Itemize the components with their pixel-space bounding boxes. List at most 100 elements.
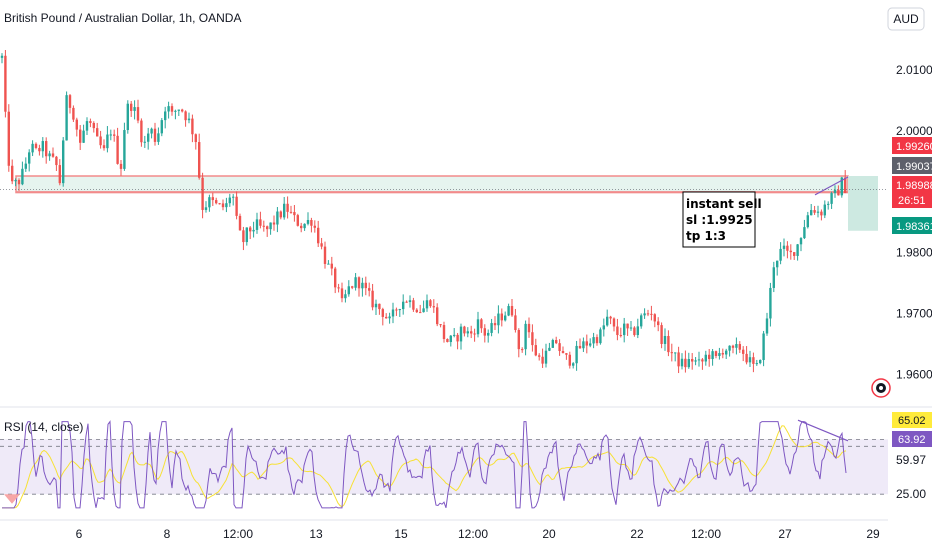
candle-body-95 <box>323 246 327 264</box>
candle-body-64 <box>218 203 221 205</box>
trade-note[interactable]: instant sell sl :1.9925 tp 1:3 <box>682 191 762 248</box>
candle-body-28 <box>96 128 99 137</box>
candle-body-6 <box>21 168 24 185</box>
candle-body-79 <box>269 222 272 230</box>
candle-body-243 <box>827 203 830 205</box>
candle-body-190 <box>646 313 650 315</box>
supply-zone-rectangle <box>15 175 849 194</box>
candle-body-66 <box>225 203 228 208</box>
candle-body-24 <box>82 130 85 143</box>
candle-body-212 <box>721 353 724 355</box>
price-axis[interactable]: 1.96000 1.97000 1.98000 2.00000 2.01000 <box>896 63 932 382</box>
candle-body-156 <box>531 332 534 346</box>
candle-body-217 <box>738 344 741 350</box>
candle-body-179 <box>609 316 612 319</box>
candle-body-39 <box>133 107 136 111</box>
candle-body-92 <box>313 225 316 228</box>
candle-body-187 <box>636 326 639 336</box>
candle-body-111 <box>378 303 381 310</box>
candle-body-101 <box>344 294 347 299</box>
candle-body-1 <box>4 55 7 112</box>
candle-body-120 <box>408 300 412 303</box>
candle-body-215 <box>731 345 735 348</box>
candle-body-29 <box>99 136 102 146</box>
candle-body-165 <box>561 351 565 354</box>
rsi-title: RSI (14, close) <box>4 420 83 434</box>
candle-body-210 <box>714 351 718 356</box>
candle-body-0 <box>0 55 4 58</box>
candle-body-246 <box>837 189 840 196</box>
candle-body-83 <box>283 203 286 218</box>
candle-body-127 <box>432 306 435 308</box>
candle-body-86 <box>293 212 296 216</box>
candle-body-23 <box>79 129 82 143</box>
candle-body-110 <box>374 303 378 308</box>
candle-body-142 <box>483 328 486 336</box>
candle-body-54 <box>184 111 187 121</box>
price-tick-3: 2.00000 <box>896 124 932 138</box>
candle-body-132 <box>449 335 452 343</box>
candle-body-138 <box>470 331 473 334</box>
candle-body-196 <box>667 336 670 353</box>
candle-body-182 <box>619 335 622 337</box>
candle-body-234 <box>796 244 799 256</box>
candle-body-74 <box>252 229 255 232</box>
candle-body-136 <box>463 326 466 334</box>
candle-body-3 <box>11 165 14 182</box>
candle-body-154 <box>524 323 527 350</box>
candle-body-193 <box>657 321 660 326</box>
currency-button-label: AUD <box>893 12 919 26</box>
candle-body-199 <box>677 352 680 367</box>
candle-body-167 <box>568 354 571 366</box>
candle-body-176 <box>599 329 602 344</box>
candle-body-148 <box>504 315 507 321</box>
candle-body-194 <box>660 325 663 344</box>
rsi-divergence-line <box>797 419 849 442</box>
time-tick-0: 6 <box>76 527 83 541</box>
candle-body-12 <box>41 141 44 152</box>
candle-body-85 <box>289 211 293 213</box>
candle-body-16 <box>55 156 58 166</box>
candle-body-97 <box>330 263 333 269</box>
candle-body-43 <box>147 133 150 142</box>
candle-body-140 <box>476 319 480 335</box>
candle-body-55 <box>187 118 191 121</box>
alert-icon[interactable] <box>871 378 891 398</box>
candle-body-78 <box>266 226 269 230</box>
rsi-oversold-fill <box>4 494 20 504</box>
candle-body-171 <box>582 341 585 349</box>
note-line-3: tp 1:3 <box>686 229 726 243</box>
candle-body-221 <box>752 357 755 364</box>
candle-body-222 <box>755 363 758 365</box>
candle-body-107 <box>364 282 367 289</box>
candle-body-11 <box>38 147 41 152</box>
candle-body-220 <box>748 357 752 363</box>
candle-body-99 <box>337 287 340 289</box>
candle-body-161 <box>548 347 551 351</box>
candle-body-50 <box>170 106 174 112</box>
candle-body-20 <box>68 95 72 108</box>
candle-body-56 <box>191 118 194 135</box>
candle-body-27 <box>92 122 95 129</box>
candle-body-153 <box>521 349 524 351</box>
candle-body-35 <box>119 163 123 169</box>
candle-body-119 <box>405 301 408 303</box>
candle-body-4 <box>14 179 17 182</box>
candle-body-45 <box>153 128 157 142</box>
time-axis[interactable]: 6 8 12:00 13 15 12:00 20 22 12:00 27 29 <box>76 527 880 541</box>
candle-body-248 <box>844 177 847 194</box>
candle-body-242 <box>823 204 826 216</box>
candle-body-229 <box>779 248 782 261</box>
time-tick-6: 20 <box>542 527 556 541</box>
candle-body-163 <box>555 340 558 344</box>
candle-body-191 <box>650 313 653 315</box>
candle-body-231 <box>786 245 789 251</box>
time-tick-8: 12:00 <box>691 527 721 541</box>
candle-body-68 <box>232 196 235 198</box>
currency-button[interactable]: AUD <box>887 7 925 31</box>
target-box <box>848 176 878 231</box>
candle-body-151 <box>514 315 517 330</box>
candle-body-170 <box>578 345 582 349</box>
candle-body-162 <box>551 340 554 348</box>
